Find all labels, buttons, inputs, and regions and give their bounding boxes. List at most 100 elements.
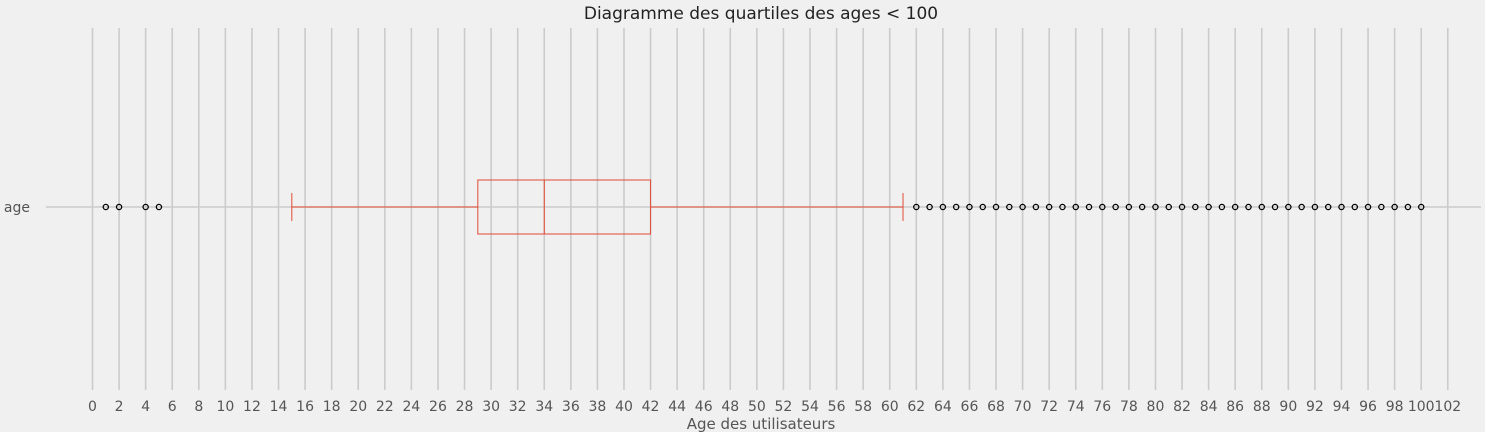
x-tick-label-4: 4 [141, 399, 150, 415]
x-tick-label-32: 32 [509, 399, 527, 415]
outlier-point-99 [1404, 203, 1412, 211]
outlier-point-77 [1112, 203, 1119, 211]
outlier-point-65 [952, 203, 960, 211]
x-tick-label-66: 66 [961, 399, 979, 415]
x-tick-label-26: 26 [429, 399, 447, 415]
outlier-point-76 [1099, 203, 1106, 211]
x-tick-label-42: 42 [642, 399, 660, 415]
x-tick-label-96: 96 [1359, 399, 1377, 415]
x-tick-label-58: 58 [854, 399, 872, 415]
x-tick-label-72: 72 [1040, 399, 1058, 415]
outlier-point-97 [1378, 203, 1385, 211]
y-category-labels: age [4, 200, 30, 216]
outlier-point-69 [1006, 203, 1013, 211]
outlier-point-74 [1072, 203, 1079, 211]
x-tick-label-98: 98 [1386, 399, 1404, 415]
outlier-point-95 [1351, 203, 1359, 211]
x-tick-label-36: 36 [562, 399, 580, 415]
x-tick-label-86: 86 [1226, 399, 1244, 415]
x-tick-label-68: 68 [987, 399, 1005, 415]
outlier-point-86 [1231, 203, 1239, 211]
x-tick-label-52: 52 [775, 399, 793, 415]
x-tick-label-44: 44 [668, 399, 686, 415]
x-tick-label-8: 8 [194, 399, 203, 415]
x-tick-label-70: 70 [1014, 399, 1032, 415]
outlier-point-79 [1138, 203, 1146, 211]
outlier-point-91 [1298, 203, 1305, 211]
outlier-point-2 [115, 203, 123, 211]
x-tick-label-82: 82 [1173, 399, 1191, 415]
x-tick-label-48: 48 [721, 399, 739, 415]
x-tick-label-60: 60 [881, 399, 899, 415]
outlier-point-62 [913, 203, 920, 211]
x-tick-label-12: 12 [243, 399, 261, 415]
x-tick-label-14: 14 [270, 399, 288, 415]
x-tick-label-102: 102 [1434, 399, 1461, 415]
x-tick-label-80: 80 [1147, 399, 1165, 415]
outlier-point-71 [1032, 203, 1040, 211]
iqr-box [477, 179, 652, 235]
x-tick-label-38: 38 [588, 399, 606, 415]
x-tick-label-20: 20 [349, 399, 367, 415]
outlier-point-84 [1205, 203, 1212, 211]
x-tick-label-24: 24 [402, 399, 420, 415]
x-tick-label-2: 2 [115, 399, 124, 415]
outlier-point-73 [1059, 203, 1066, 211]
grid-layer [46, 28, 1481, 390]
outlier-point-72 [1045, 203, 1053, 211]
outlier-point-100 [1417, 203, 1425, 211]
x-tick-label-10: 10 [216, 399, 234, 415]
outlier-point-89 [1271, 203, 1279, 211]
outlier-point-67 [979, 203, 986, 211]
box-layer [291, 179, 904, 235]
outlier-point-4 [142, 203, 149, 211]
x-tick-label-46: 46 [695, 399, 713, 415]
outlier-point-90 [1285, 203, 1292, 211]
x-tick-label-50: 50 [748, 399, 766, 415]
x-tick-label-34: 34 [535, 399, 553, 415]
y-category-label-age: age [4, 200, 30, 216]
outlier-point-5 [155, 203, 163, 211]
outlier-point-92 [1311, 203, 1319, 211]
x-tick-label-54: 54 [801, 399, 819, 415]
outlier-point-88 [1258, 203, 1266, 211]
x-tick-label-100: 100 [1408, 399, 1435, 415]
x-tick-label-62: 62 [907, 399, 925, 415]
x-tick-label-94: 94 [1333, 399, 1351, 415]
x-axis-label: Age des utilisateurs [687, 415, 836, 432]
outlier-point-66 [966, 203, 973, 211]
x-tick-label-40: 40 [615, 399, 633, 415]
outlier-point-98 [1391, 203, 1398, 211]
outlier-point-75 [1085, 203, 1093, 211]
outlier-point-78 [1125, 203, 1133, 211]
outlier-point-63 [926, 203, 933, 211]
x-tick-label-16: 16 [296, 399, 314, 415]
outlier-point-94 [1338, 203, 1345, 211]
outlier-point-82 [1178, 203, 1186, 211]
outlier-point-87 [1245, 203, 1252, 211]
outlier-point-80 [1152, 203, 1159, 211]
outlier-layer [102, 203, 1425, 211]
x-tick-label-6: 6 [168, 399, 177, 415]
outlier-point-64 [939, 203, 947, 211]
outlier-point-70 [1019, 203, 1026, 211]
outlier-point-81 [1165, 203, 1173, 211]
x-tick-label-88: 88 [1253, 399, 1271, 415]
outlier-point-93 [1324, 203, 1332, 211]
x-tick-label-74: 74 [1067, 399, 1085, 415]
x-tick-label-76: 76 [1093, 399, 1111, 415]
outlier-point-83 [1192, 203, 1199, 211]
x-tick-label-18: 18 [323, 399, 341, 415]
x-tick-label-92: 92 [1306, 399, 1324, 415]
outlier-point-96 [1364, 203, 1372, 211]
outlier-point-1 [102, 203, 110, 211]
x-tick-label-90: 90 [1279, 399, 1297, 415]
x-tick-label-84: 84 [1200, 399, 1218, 415]
chart-title: Diagramme des quartiles des ages < 100 [584, 4, 938, 24]
outlier-point-68 [992, 203, 1000, 211]
x-tick-label-0: 0 [88, 399, 97, 415]
outlier-point-85 [1218, 203, 1226, 211]
x-tick-label-78: 78 [1120, 399, 1138, 415]
x-tick-label-56: 56 [828, 399, 846, 415]
